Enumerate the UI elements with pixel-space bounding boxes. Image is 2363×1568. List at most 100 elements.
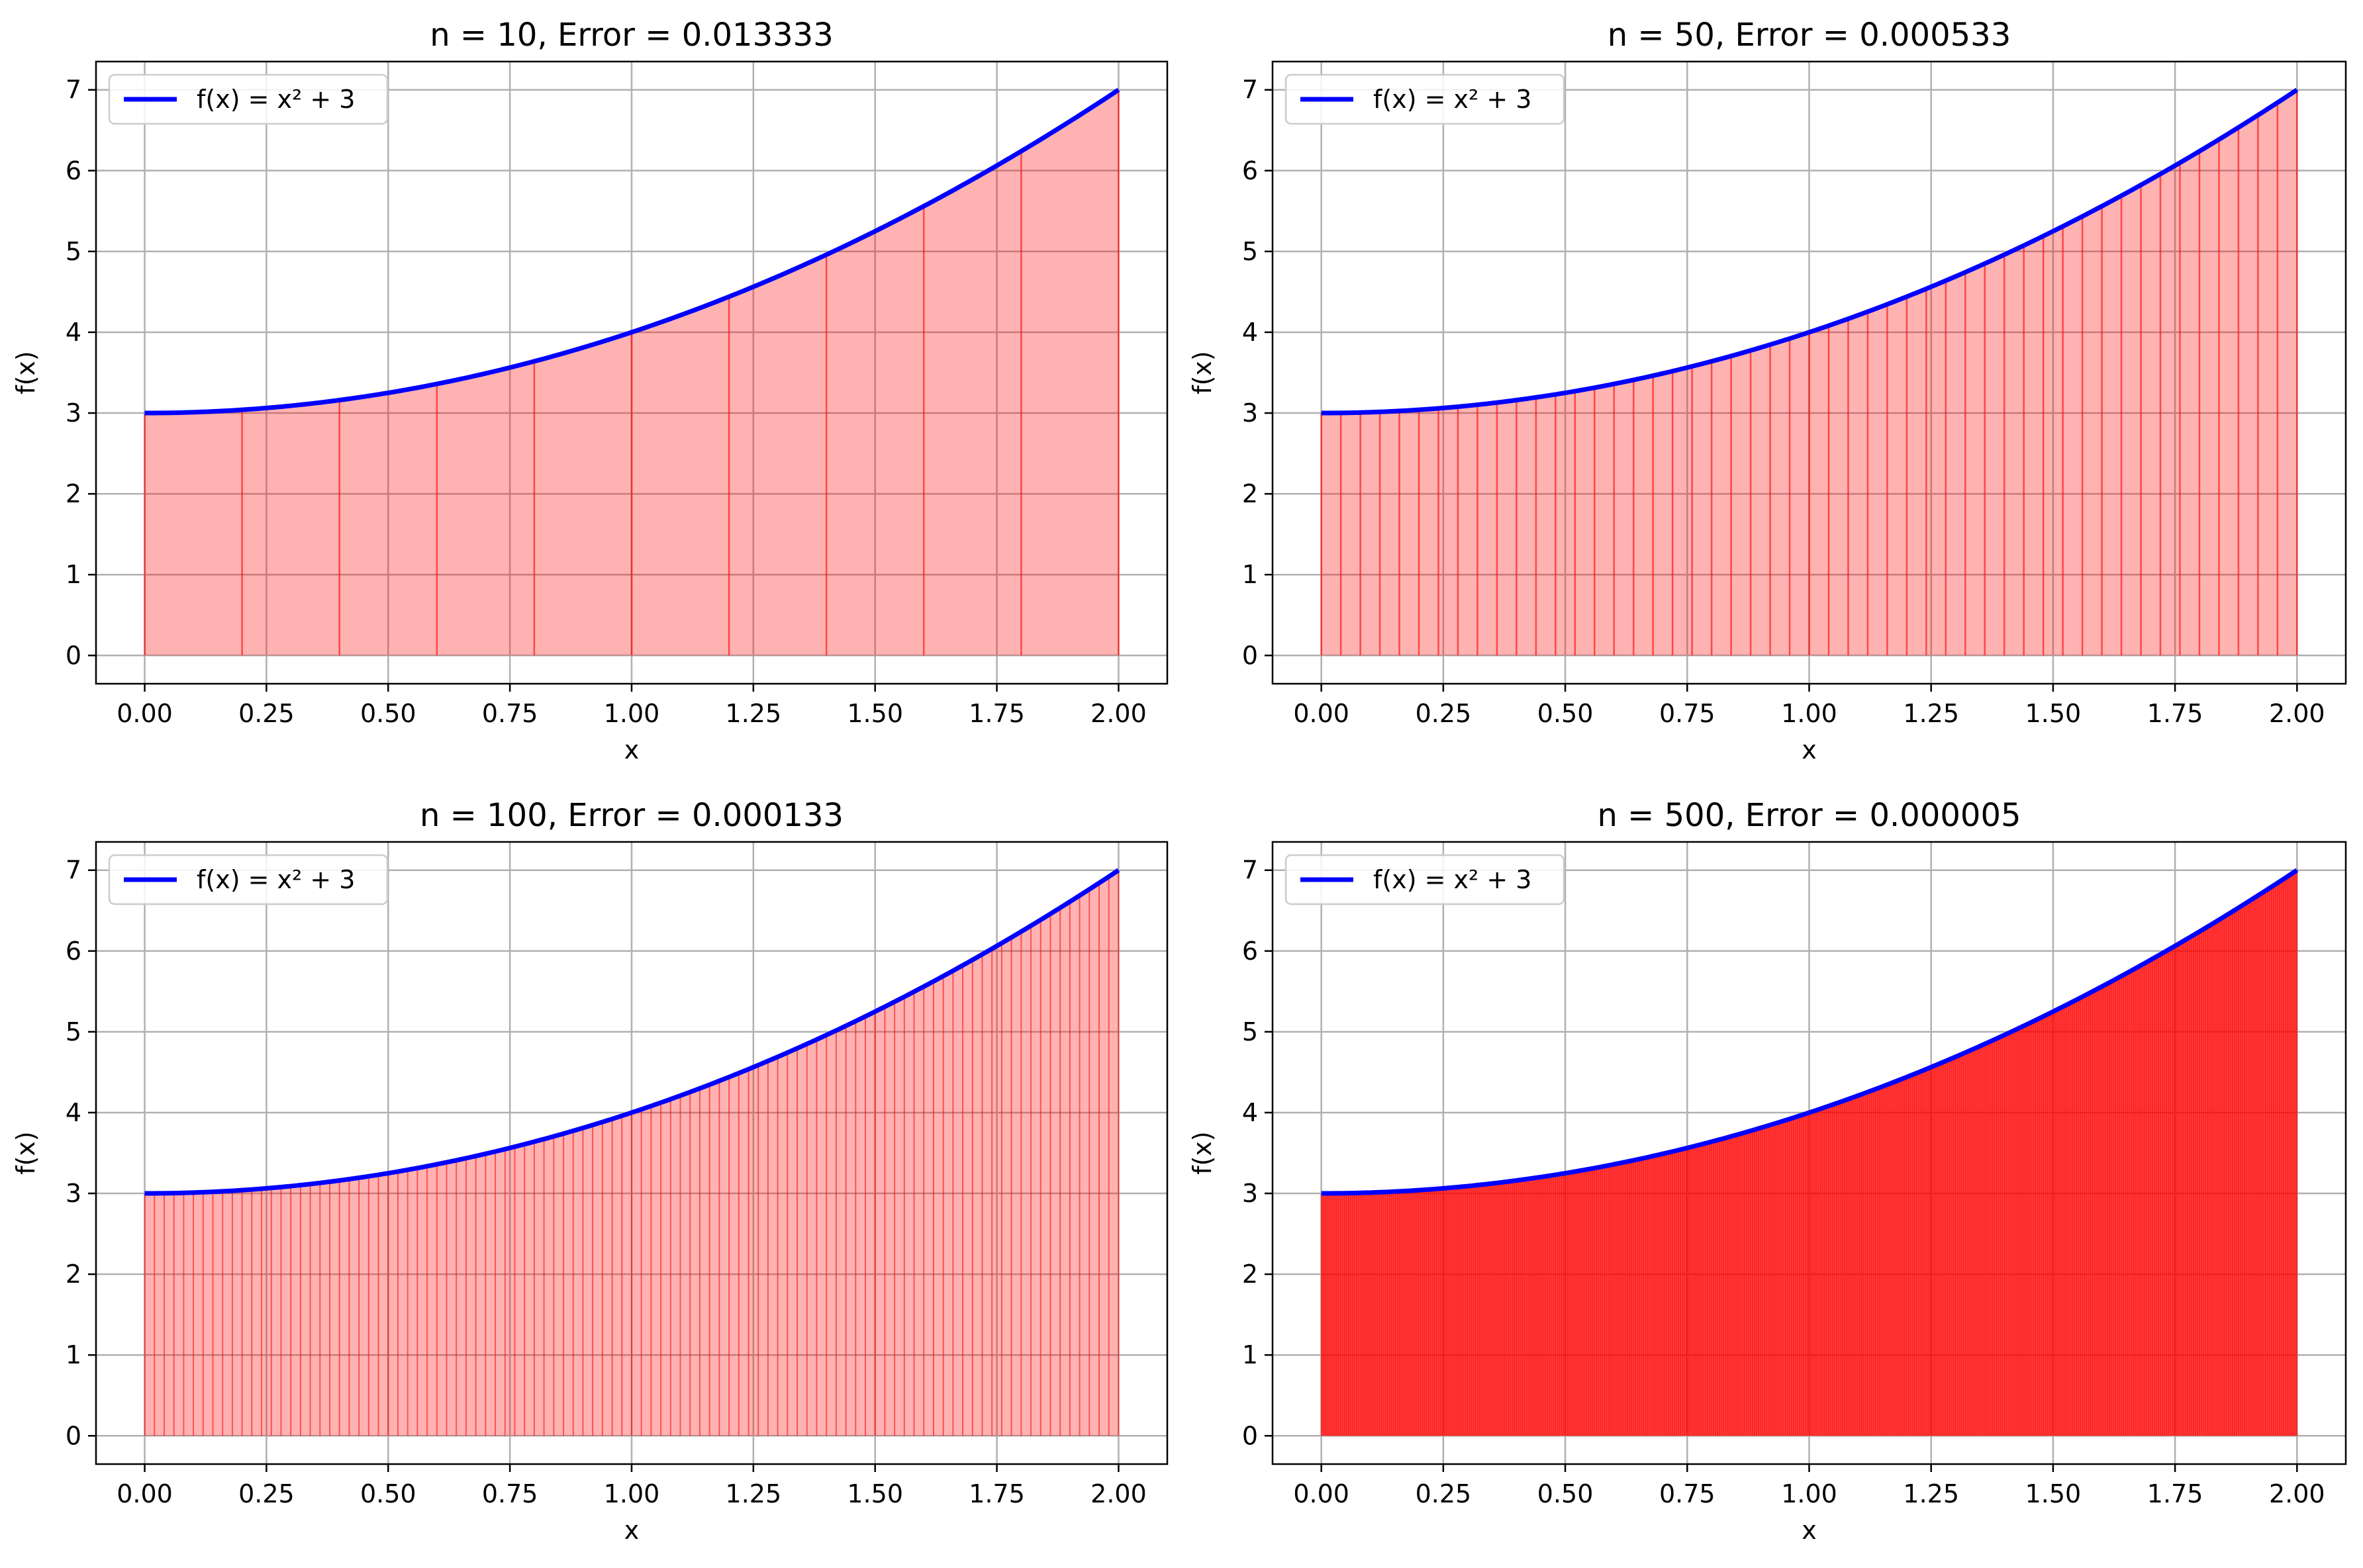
subplot-title: n = 500, Error = 0.000005	[1597, 797, 2021, 834]
y-tick-label: 7	[1242, 75, 1258, 105]
x-tick-label: 0.50	[1537, 699, 1594, 728]
y-tick-label: 5	[1242, 1017, 1258, 1046]
y-tick-label: 0	[66, 641, 81, 670]
x-tick-label: 1.75	[2147, 1479, 2203, 1508]
y-tick-label: 4	[1242, 318, 1258, 347]
y-tick-label: 1	[66, 560, 81, 589]
y-tick-label: 7	[1242, 856, 1258, 885]
y-tick-label: 5	[66, 237, 81, 266]
y-tick-label: 4	[66, 1098, 81, 1127]
y-tick-label: 1	[1242, 560, 1258, 589]
x-tick-label: 1.00	[1781, 1479, 1837, 1508]
legend-label: f(x) = x² + 3	[1373, 865, 1531, 894]
subplot-500: 0.00 0.25 0.50 0.75 1.00 1.25 1.50 1.75 2.00 0 1 2 3…	[1188, 797, 2347, 1545]
x-tick-label: 1.00	[1781, 699, 1837, 728]
subplot-100: 0.00 0.25 0.50 0.75 1.00 1.25 1.50 1.75 2.00 0 1 2 3…	[11, 797, 1169, 1545]
x-tick-label: 0.00	[117, 699, 173, 728]
subplot-title: n = 100, Error = 0.000133	[420, 797, 844, 834]
x-tick-label: 1.25	[726, 699, 782, 728]
legend-box	[1284, 73, 1565, 125]
y-tick-label: 3	[66, 398, 81, 428]
y-tick-label: 1	[66, 1340, 81, 1369]
x-axis-label: x	[624, 735, 640, 764]
legend-box	[108, 854, 389, 905]
legend-label: f(x) = x² + 3	[197, 85, 355, 114]
y-axis-label: f(x)	[1188, 351, 1217, 394]
subplot-title: n = 10, Error = 0.013333	[430, 17, 834, 54]
x-tick-label: 1.50	[2025, 699, 2082, 728]
y-tick-label: 2	[1242, 1260, 1258, 1289]
x-tick-label: 1.25	[1903, 699, 1959, 728]
y-axis-label: f(x)	[11, 351, 40, 394]
y-axis-label: f(x)	[1188, 1131, 1217, 1175]
x-tick-label: 0.25	[238, 1479, 295, 1508]
subplot-10: 0.00 0.25 0.50 0.75 1.00 1.25 1.50 1.75 2.00 0 1 2 3…	[11, 17, 1169, 764]
x-tick-label: 0.75	[482, 699, 538, 728]
curve-line	[144, 868, 1120, 1196]
x-tick-label: 1.50	[847, 699, 903, 728]
y-tick-label: 0	[66, 1421, 81, 1450]
y-tick-label: 3	[1242, 398, 1258, 428]
x-tick-label: 1.25	[726, 1479, 782, 1508]
x-tick-label: 1.25	[1903, 1479, 1959, 1508]
y-tick-label: 3	[1242, 1179, 1258, 1208]
legend-label: f(x) = x² + 3	[1373, 85, 1531, 114]
legend: f(x) = x² + 3	[1284, 73, 1565, 125]
x-axis-label: x	[624, 1516, 640, 1545]
y-tick-label: 6	[66, 156, 81, 185]
y-tick-label: 7	[66, 75, 81, 105]
curve-line	[1321, 87, 2299, 416]
x-tick-label: 0.50	[360, 1479, 416, 1508]
legend-label: f(x) = x² + 3	[197, 865, 355, 894]
y-tick-label: 1	[1242, 1340, 1258, 1369]
x-tick-label: 2.00	[2269, 1479, 2325, 1508]
x-tick-label: 1.75	[2147, 699, 2203, 728]
y-tick-label: 5	[1242, 237, 1258, 266]
x-tick-label: 1.75	[969, 1479, 1025, 1508]
x-tick-label: 2.00	[1090, 1479, 1147, 1508]
x-tick-label: 0.25	[238, 699, 295, 728]
x-tick-label: 1.50	[2025, 1479, 2082, 1508]
x-tick-label: 2.00	[2269, 699, 2325, 728]
legend-box	[1284, 854, 1565, 905]
legend: f(x) = x² + 3	[1284, 854, 1565, 905]
x-tick-label: 0.75	[482, 1479, 538, 1508]
x-tick-label: 0.75	[1659, 699, 1715, 728]
x-tick-label: 0.00	[117, 1479, 173, 1508]
y-tick-label: 5	[66, 1017, 81, 1046]
x-tick-label: 1.50	[847, 1479, 903, 1508]
x-tick-label: 0.00	[1293, 1479, 1349, 1508]
x-tick-label: 0.75	[1659, 1479, 1715, 1508]
x-tick-label: 0.25	[1416, 699, 1472, 728]
y-tick-label: 4	[1242, 1098, 1258, 1127]
x-tick-label: 0.50	[1537, 1479, 1594, 1508]
y-tick-label: 0	[1242, 1421, 1258, 1450]
x-tick-label: 1.75	[969, 699, 1025, 728]
curve-line	[144, 87, 1120, 416]
x-axis-label: x	[1802, 1516, 1817, 1545]
y-tick-label: 0	[1242, 641, 1258, 670]
y-tick-label: 7	[66, 856, 81, 885]
x-tick-label: 0.50	[360, 699, 416, 728]
x-tick-label: 0.25	[1416, 1479, 1472, 1508]
y-axis-label: f(x)	[11, 1131, 40, 1175]
subplot-title: n = 50, Error = 0.000533	[1608, 17, 2011, 54]
y-tick-label: 2	[1242, 479, 1258, 508]
y-tick-label: 2	[66, 1260, 81, 1289]
x-tick-label: 2.00	[1090, 699, 1147, 728]
y-tick-label: 6	[1242, 156, 1258, 185]
x-axis-label: x	[1802, 735, 1817, 764]
legend: f(x) = x² + 3	[108, 854, 389, 905]
y-tick-label: 3	[66, 1179, 81, 1208]
y-tick-label: 4	[66, 318, 81, 347]
y-tick-label: 6	[1242, 937, 1258, 966]
x-tick-label: 1.00	[604, 1479, 660, 1508]
legend-box	[108, 73, 389, 125]
curve-line	[1321, 868, 2299, 1196]
legend: f(x) = x² + 3	[108, 73, 389, 125]
x-tick-label: 1.00	[604, 699, 660, 728]
y-tick-label: 2	[66, 479, 81, 508]
y-tick-label: 6	[66, 937, 81, 966]
x-tick-label: 0.00	[1293, 699, 1349, 728]
